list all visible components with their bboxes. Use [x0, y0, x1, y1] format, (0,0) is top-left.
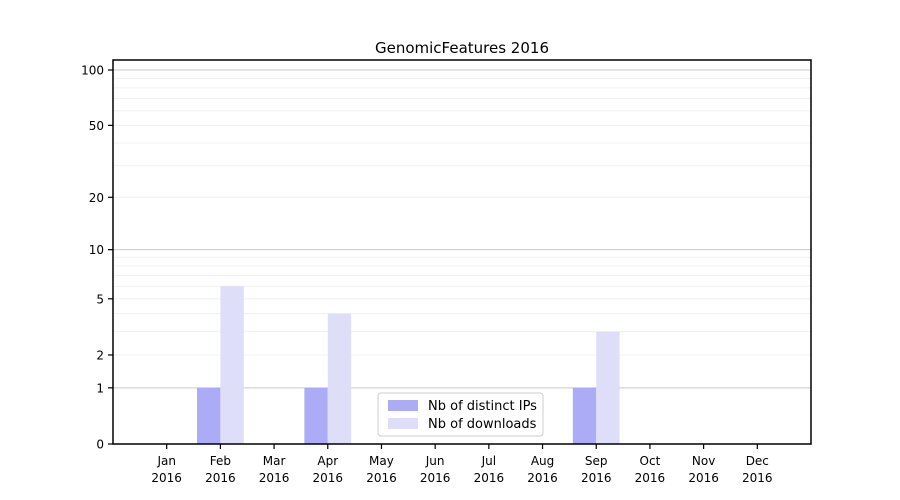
legend-swatch-downloads [388, 418, 418, 429]
chart-title: GenomicFeatures 2016 [375, 39, 549, 57]
y-tick-label: 100 [81, 64, 104, 78]
x-tick-label-month: Sep [585, 454, 608, 468]
x-tick-label-year: 2016 [474, 471, 505, 485]
x-tick-label-month: Jun [425, 454, 445, 468]
x-tick-label-year: 2016 [312, 471, 343, 485]
legend-swatch-distinct-ips [388, 400, 418, 411]
bar-apr-distinct-ips [304, 387, 328, 444]
grid-layer [113, 69, 811, 389]
y-tick-label: 20 [89, 191, 104, 205]
bar-layer [196, 286, 620, 444]
bar-feb-downloads [220, 286, 244, 444]
x-tick-label-month: Feb [210, 454, 231, 468]
x-tick-label-year: 2016 [688, 471, 719, 485]
y-tick-label: 0 [96, 438, 104, 452]
x-tick-label-month: Mar [263, 454, 286, 468]
plot-frame [112, 59, 812, 445]
x-tick-label-year: 2016 [635, 471, 666, 485]
x-tick-label-year: 2016 [420, 471, 451, 485]
bar-sep-distinct-ips [572, 387, 597, 444]
y-tick-label: 1 [96, 381, 104, 395]
bar-sep-downloads [596, 331, 620, 444]
bar-feb-distinct-ips [196, 387, 221, 444]
x-tick-label-year: 2016 [151, 471, 182, 485]
x-tick-label-month: Jan [156, 454, 176, 468]
legend-label-distinct-ips: Nb of distinct IPs [428, 399, 537, 414]
y-tick-label: 2 [96, 348, 104, 362]
x-tick-label-month: Nov [692, 454, 715, 468]
tick-layer: 0 1 2 5 10 20 50 100 Jan 2016 Feb 2016 Mar 2016 Apr 201… [81, 64, 772, 486]
x-tick-label-month: May [369, 454, 394, 468]
y-tick-label: 50 [89, 119, 104, 133]
x-tick-label-month: Oct [640, 454, 661, 468]
legend: Nb of distinct IPs Nb of downloads [377, 392, 544, 437]
x-tick-label-month: Apr [317, 454, 338, 468]
y-tick-label: 5 [96, 292, 104, 306]
legend-box [377, 392, 544, 437]
y-tick-label: 10 [89, 243, 104, 257]
legend-label-downloads: Nb of downloads [428, 417, 537, 432]
x-tick-label-year: 2016 [742, 471, 773, 485]
bar-apr-downloads [327, 313, 352, 444]
x-tick-label-year: 2016 [205, 471, 236, 485]
x-tick-label-year: 2016 [366, 471, 397, 485]
x-tick-label-month: Jul [481, 454, 496, 468]
x-tick-label-month: Aug [531, 454, 554, 468]
x-tick-label-month: Dec [746, 454, 769, 468]
x-tick-label-year: 2016 [259, 471, 290, 485]
x-tick-label-year: 2016 [527, 471, 558, 485]
x-tick-label-year: 2016 [581, 471, 612, 485]
